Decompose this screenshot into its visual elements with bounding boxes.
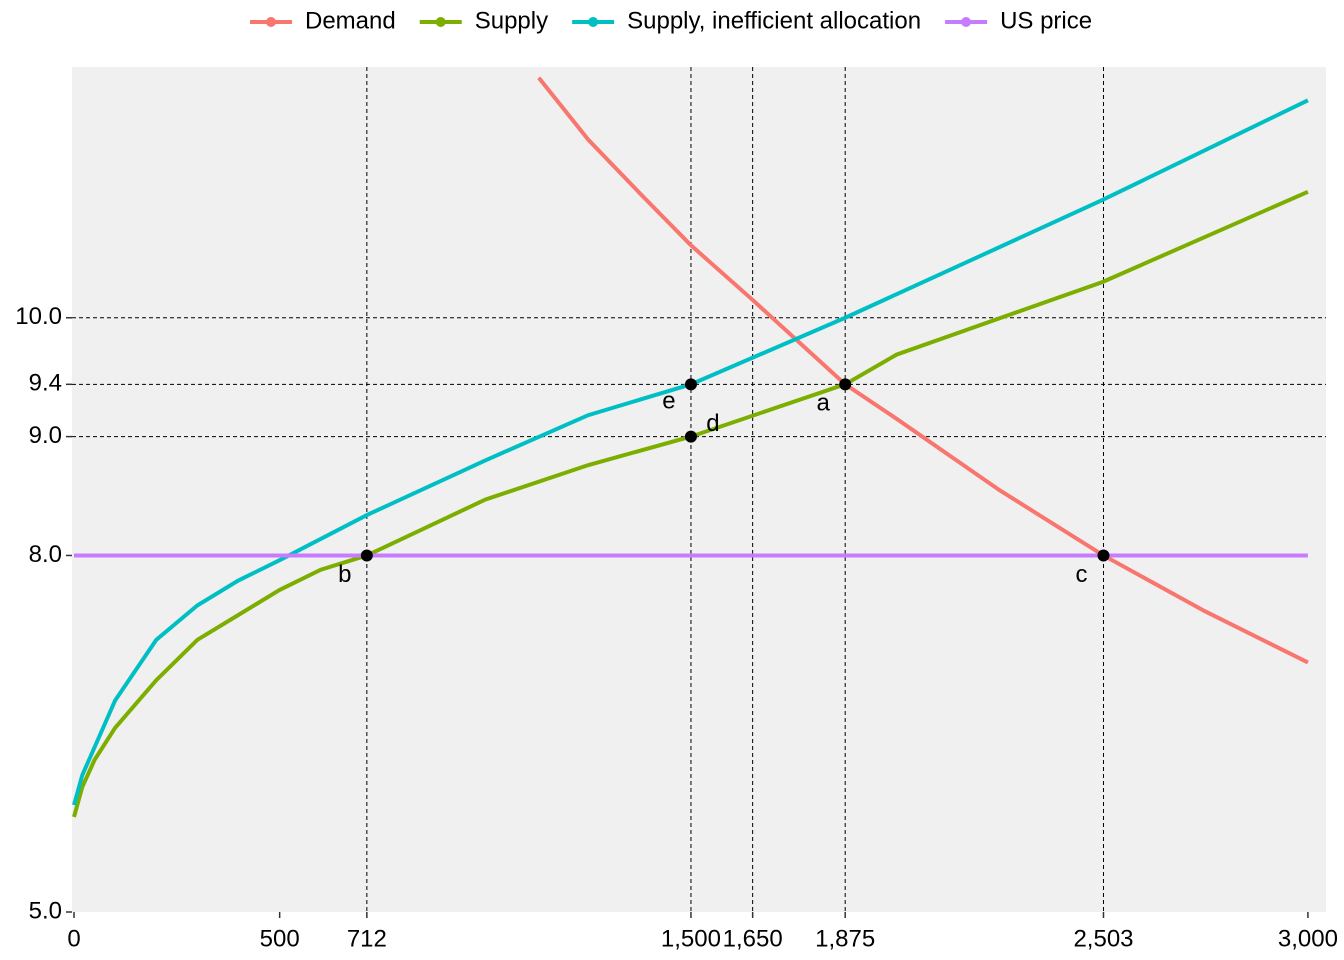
- y-tick-label: 8.0: [29, 541, 62, 568]
- legend-label: Supply, inefficient allocation: [627, 7, 921, 34]
- point-label: c: [1075, 561, 1087, 588]
- point: [684, 378, 697, 391]
- x-tick-label: 1,875: [815, 925, 875, 952]
- y-tick-label: 9.4: [29, 370, 62, 397]
- x-tick-label: 712: [347, 925, 387, 952]
- point-label: b: [338, 561, 351, 588]
- x-tick-label: 0: [67, 925, 80, 952]
- legend-swatch-dot: [435, 17, 446, 27]
- x-tick-label: 1,500: [661, 925, 721, 952]
- y-tick-label: 10.0: [15, 303, 62, 330]
- panel: [72, 67, 1326, 912]
- x-tick-label: 500: [260, 925, 300, 952]
- y-tick-label: 9.0: [29, 422, 62, 449]
- legend-swatch-dot: [588, 17, 599, 27]
- legend-label: Supply: [475, 7, 548, 34]
- legend-swatch-dot: [961, 17, 972, 27]
- point-label: a: [817, 390, 831, 417]
- series-line: [72, 98, 1309, 806]
- x-tick-label: 1,650: [723, 925, 783, 952]
- point: [684, 430, 697, 443]
- x-tick-label: 3,000: [1278, 925, 1338, 952]
- point: [360, 549, 373, 562]
- point-label: d: [706, 410, 719, 437]
- y-tick-label: 5.0: [29, 897, 62, 924]
- legend-swatch-dot: [266, 17, 276, 27]
- series-line: [72, 189, 1309, 818]
- point: [839, 378, 852, 391]
- legend-label: US price: [1000, 7, 1092, 34]
- point: [1097, 549, 1110, 562]
- point-label: e: [662, 388, 675, 415]
- x-tick-label: 2,503: [1073, 925, 1133, 952]
- legend-label: Demand: [305, 7, 396, 34]
